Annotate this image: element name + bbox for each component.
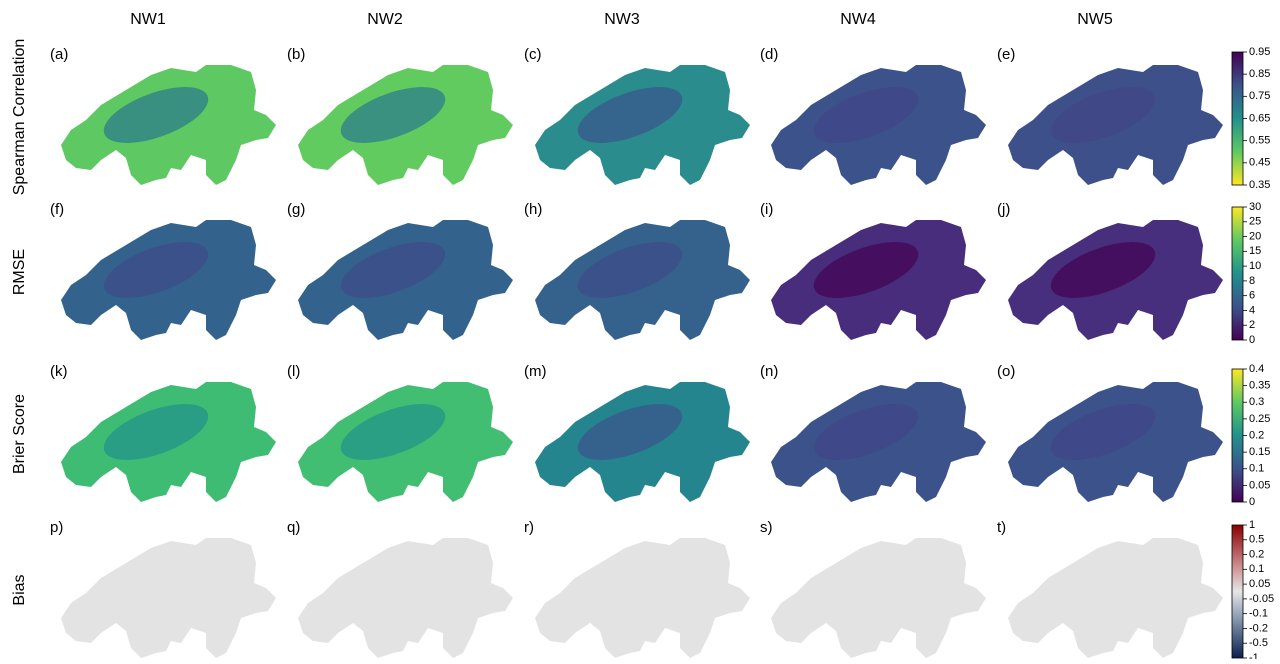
colorbar-tick-label: -0.5 [1249, 637, 1268, 649]
colorbar-tick-label: 0.2 [1249, 429, 1264, 441]
column-header: NW2 [367, 11, 403, 28]
colorbar-tick-label: 0.25 [1249, 413, 1270, 425]
colorbar-tick-label: 0.05 [1249, 578, 1270, 590]
colorbar-tick-label: 8 [1249, 275, 1255, 287]
panel-label: q) [287, 519, 300, 536]
column-header: NW1 [130, 11, 166, 28]
colorbar-tick-label: 0.35 [1249, 380, 1270, 392]
panel-label: (c) [524, 46, 542, 63]
panel-label: s) [760, 519, 773, 536]
colorbar-tick-label: 15 [1249, 245, 1261, 257]
colorbar-tick-label: 0.55 [1249, 135, 1270, 147]
colorbar [1231, 206, 1244, 341]
panel-label: (h) [524, 201, 542, 218]
colorbar-tick-label: 0.75 [1249, 90, 1270, 102]
map [771, 538, 986, 658]
column-header: NW3 [604, 11, 640, 28]
colorbar [1231, 524, 1244, 659]
colorbar-tick-label: 0.35 [1249, 179, 1270, 191]
panel-label: (l) [287, 363, 300, 380]
map-region [340, 87, 446, 143]
panel-label: (n) [760, 363, 778, 380]
panel-label: (f) [50, 201, 64, 218]
map [1008, 538, 1223, 658]
map [298, 538, 513, 658]
panel-label: (a) [50, 46, 68, 63]
panel-label: (b) [287, 46, 305, 63]
panel-label: (k) [50, 363, 68, 380]
map-region [577, 87, 683, 143]
colorbar-tick-label: 0.4 [1249, 363, 1264, 375]
colorbar-tick-label: 0.5 [1249, 534, 1264, 546]
colorbar-tick-label: -0.1 [1249, 608, 1268, 620]
panel-label: (e) [997, 46, 1015, 63]
panel-label: (d) [760, 46, 778, 63]
map-region [1050, 242, 1156, 298]
colorbar-tick-label: 0.85 [1249, 68, 1270, 80]
colorbar-tick-label: -0.2 [1249, 622, 1268, 634]
column-header: NW4 [840, 11, 876, 28]
colorbar-tick-label: 0.1 [1249, 463, 1264, 475]
colorbar-tick-label: 0 [1249, 496, 1255, 508]
colorbar-tick-label: 2 [1249, 319, 1255, 331]
colorbar-tick-label: 25 [1249, 216, 1261, 228]
map-region [103, 404, 209, 460]
colorbar-tick-label: 0.2 [1249, 548, 1264, 560]
colorbar-tick-label: 6 [1249, 290, 1255, 302]
panel-label: (j) [997, 201, 1010, 218]
colorbar-tick-label: 0 [1249, 334, 1255, 346]
map-region [577, 242, 683, 298]
column-header: NW5 [1077, 11, 1113, 28]
colorbar-tick-label: 1 [1249, 519, 1255, 531]
row-label: Spearman Correlation [11, 39, 28, 196]
panel-label: p) [50, 519, 63, 536]
colorbar-tick-label: 0.65 [1249, 112, 1270, 124]
row-label: Bias [11, 574, 28, 605]
row-label: RMSE [11, 249, 28, 295]
colorbar-tick-label: -1 [1249, 652, 1259, 659]
colorbar-tick-label: 0.05 [1249, 479, 1270, 491]
map [61, 538, 276, 658]
panel-label: t) [997, 519, 1006, 536]
colorbar-tick-label: 30 [1249, 201, 1261, 213]
map-region [577, 404, 683, 460]
map-region [813, 87, 919, 143]
colorbar-tick-label: 10 [1249, 260, 1261, 272]
map-region [103, 87, 209, 143]
panel-label: (i) [760, 201, 773, 218]
colorbar-tick-label: 0.1 [1249, 563, 1264, 575]
colorbar-tick-label: 0.3 [1249, 396, 1264, 408]
map-region [813, 404, 919, 460]
row-label: Brier Score [11, 394, 28, 474]
colorbar-tick-label: 0.95 [1249, 46, 1270, 58]
colorbar-tick-label: 4 [1249, 304, 1255, 316]
colorbar-tick-label: 0.15 [1249, 446, 1270, 458]
colorbar-tick-label: 20 [1249, 230, 1261, 242]
panel-label: (m) [524, 363, 547, 380]
map-region [340, 404, 446, 460]
colorbar [1231, 51, 1244, 186]
panel-label: r) [524, 519, 534, 536]
map-region [340, 242, 446, 298]
map-region [103, 242, 209, 298]
colorbar [1231, 368, 1244, 503]
panel-label: (g) [287, 201, 305, 218]
map-region [1050, 87, 1156, 143]
map [535, 538, 750, 658]
panel-label: (o) [997, 363, 1015, 380]
colorbar-tick-label: -0.05 [1249, 593, 1274, 605]
colorbar-tick-label: 0.45 [1249, 157, 1270, 169]
map-region [1050, 404, 1156, 460]
map-region [813, 242, 919, 298]
